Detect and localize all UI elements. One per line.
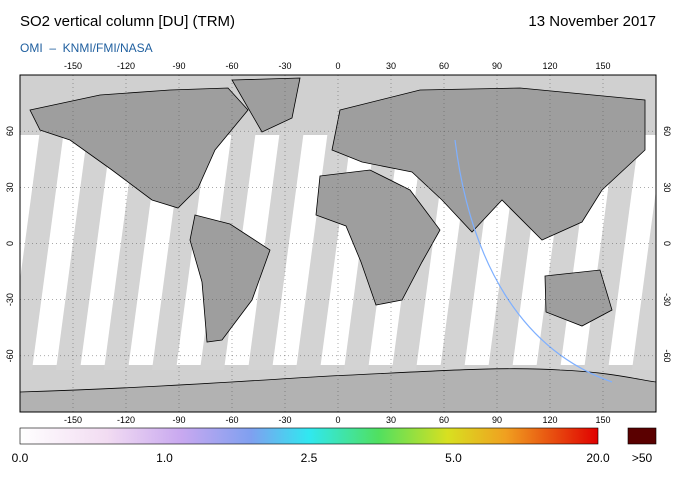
lon-label-top: 0 bbox=[335, 61, 340, 71]
so2-trace bbox=[454, 139, 613, 383]
greenland bbox=[231, 77, 301, 133]
colorbar-label: 1.0 bbox=[156, 451, 173, 465]
colorbar-label: 5.0 bbox=[445, 451, 462, 465]
colorbar bbox=[19, 427, 599, 445]
lat-label-left: -60 bbox=[5, 349, 15, 362]
lon-label-bottom: 120 bbox=[542, 415, 557, 425]
credit: OMI – KNMI/FMI/NASA bbox=[20, 41, 153, 55]
lon-label-bottom: -150 bbox=[64, 415, 82, 425]
africa bbox=[315, 169, 441, 306]
lon-label-top: 120 bbox=[542, 61, 557, 71]
lon-label-top: 30 bbox=[386, 61, 396, 71]
south-america bbox=[189, 214, 271, 343]
overflow-label: >50 bbox=[632, 451, 653, 465]
lon-label-bottom: -30 bbox=[278, 415, 291, 425]
lon-label-bottom: 0 bbox=[335, 415, 340, 425]
swath bbox=[632, 190, 656, 370]
swath bbox=[56, 130, 112, 370]
lon-label-bottom: 150 bbox=[595, 415, 610, 425]
lon-label-top: -60 bbox=[225, 61, 238, 71]
map-frame bbox=[19, 74, 657, 413]
colorbar-label: 2.5 bbox=[301, 451, 318, 465]
lon-label-top: 60 bbox=[439, 61, 449, 71]
lat-label-right: 30 bbox=[662, 182, 672, 192]
lon-label-bottom: 60 bbox=[439, 415, 449, 425]
colorbar-labels: 0.0 1.0 2.5 5.0 20.0 bbox=[12, 451, 610, 465]
lon-label-bottom: -60 bbox=[225, 415, 238, 425]
lon-label-top: 90 bbox=[492, 61, 502, 71]
colorbar-overflow bbox=[627, 427, 657, 445]
lon-label-top: 150 bbox=[595, 61, 610, 71]
ticks: -150 -150 -120 -120 -90 -90 -60 -60 -30 -30 0 0 30 30… bbox=[5, 61, 672, 425]
colorbar-label: 20.0 bbox=[586, 451, 610, 465]
lon-label-top: -120 bbox=[117, 61, 135, 71]
swath bbox=[20, 130, 64, 370]
lon-label-top: -30 bbox=[278, 61, 291, 71]
lat-label-left: 30 bbox=[5, 182, 15, 192]
lat-label-right: 60 bbox=[662, 126, 672, 136]
australia bbox=[544, 269, 613, 327]
lat-label-left: 60 bbox=[5, 126, 15, 136]
lat-label-right: -60 bbox=[662, 349, 672, 362]
lon-label-bottom: -90 bbox=[172, 415, 185, 425]
graticule bbox=[20, 75, 656, 412]
lon-label-bottom: 90 bbox=[492, 415, 502, 425]
swath bbox=[248, 130, 304, 370]
map bbox=[20, 75, 656, 412]
date: 13 November 2017 bbox=[528, 13, 656, 30]
lon-label-top: -90 bbox=[172, 61, 185, 71]
title: SO2 vertical column [DU] (TRM) bbox=[20, 13, 235, 30]
lat-label-right: 0 bbox=[662, 241, 672, 246]
continents bbox=[20, 77, 656, 412]
eurasia bbox=[331, 87, 646, 241]
lat-label-left: -30 bbox=[5, 293, 15, 306]
lon-label-top: -150 bbox=[64, 61, 82, 71]
north-america bbox=[29, 87, 249, 209]
lat-label-left: 0 bbox=[5, 241, 15, 246]
lat-label-right: -30 bbox=[662, 293, 672, 306]
lon-label-bottom: 30 bbox=[386, 415, 396, 425]
colorbar-label: 0.0 bbox=[12, 451, 29, 465]
lon-label-bottom: -120 bbox=[117, 415, 135, 425]
